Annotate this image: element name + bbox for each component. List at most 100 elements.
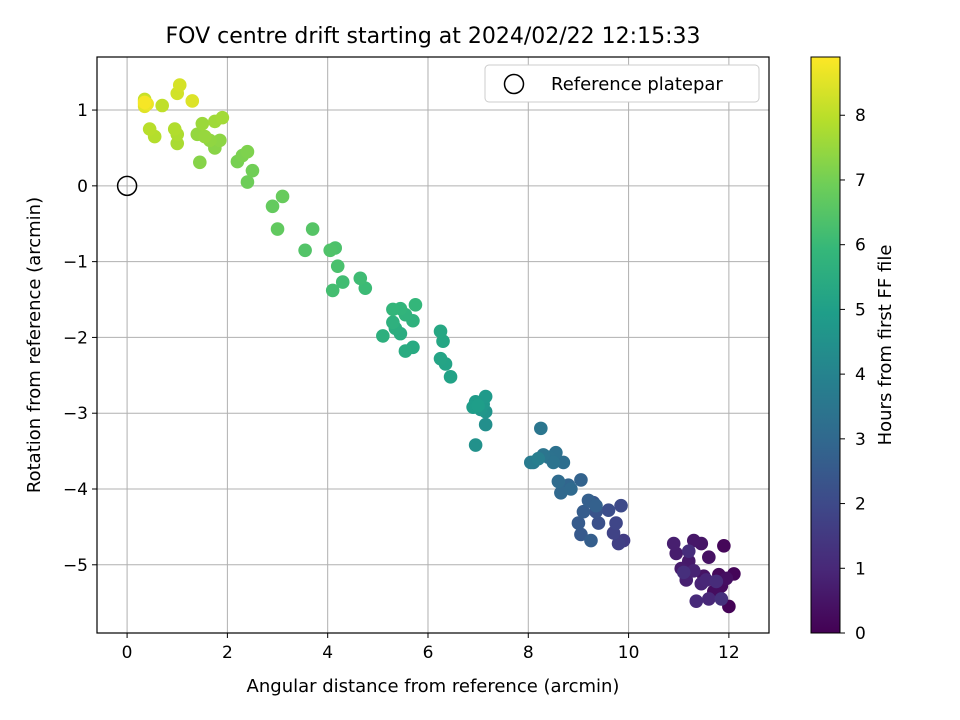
data-point <box>574 473 588 487</box>
x-tick-label: 12 <box>718 643 740 663</box>
data-point <box>702 550 716 565</box>
data-point <box>240 144 255 159</box>
data-point <box>714 592 729 606</box>
x-axis-label: Angular distance from reference (arcmin) <box>247 676 620 697</box>
data-point <box>376 329 390 343</box>
data-point <box>305 222 320 236</box>
y-tick-label: 0 <box>77 177 88 197</box>
x-tick-label: 4 <box>322 643 333 663</box>
y-tick-label: −4 <box>63 480 88 500</box>
plot-frame <box>96 56 770 634</box>
x-tick-label: 0 <box>122 643 133 663</box>
data-point <box>666 536 681 551</box>
x-tick-label: 8 <box>523 643 534 663</box>
x-axis-ticks: 0 2 4 6 8 10 12 <box>122 633 740 663</box>
data-point <box>142 122 157 136</box>
colorbar-tick-label: 2 <box>855 495 866 515</box>
colorbar-tick-label: 0 <box>855 624 866 644</box>
data-point <box>323 243 337 258</box>
colorbar-bar <box>810 56 841 634</box>
y-tick-label: 1 <box>77 101 88 121</box>
data-point <box>386 302 400 317</box>
data-point <box>601 503 616 518</box>
data-point <box>137 95 152 110</box>
data-point <box>478 389 493 404</box>
reference-platepar-marker <box>116 175 138 197</box>
legend-box <box>484 64 760 103</box>
x-tick-label: 10 <box>618 643 640 663</box>
data-point <box>589 498 603 513</box>
data-point <box>265 199 280 214</box>
data-point <box>298 243 312 258</box>
data-point <box>702 592 716 606</box>
data-point <box>198 129 212 144</box>
data-point <box>584 533 598 548</box>
data-point <box>591 516 606 530</box>
y-tick-label: −2 <box>63 328 88 348</box>
data-point <box>534 421 548 436</box>
data-point <box>564 482 578 496</box>
colorbar-tick-label: 8 <box>855 106 866 126</box>
y-tick-label: −5 <box>63 556 88 576</box>
data-point <box>193 155 207 170</box>
data-point <box>245 163 260 178</box>
data-point <box>478 417 493 432</box>
data-point <box>386 315 400 330</box>
colorbar-tick-label: 1 <box>855 559 866 579</box>
colorbar-tick-label: 4 <box>855 365 866 385</box>
reference-marker-layer <box>116 175 138 197</box>
data-point <box>468 438 483 452</box>
colorbar-ticks: 0 1 2 3 4 5 6 7 8 <box>840 106 866 644</box>
data-point <box>330 259 345 273</box>
colorbar-tick-label: 3 <box>855 430 866 450</box>
legend-label: Reference platepar <box>551 74 723 95</box>
x-tick-label: 6 <box>423 643 434 663</box>
legend-open-circle-marker <box>503 73 525 95</box>
x-tick-label: 2 <box>222 643 233 663</box>
data-point <box>686 533 701 548</box>
y-tick-label: −1 <box>63 253 88 273</box>
data-point <box>215 110 230 125</box>
data-point <box>681 544 696 558</box>
colorbar-label: Hours from first FF file <box>875 245 896 446</box>
data-point <box>676 565 691 580</box>
data-point <box>551 474 566 489</box>
data-point <box>195 116 210 131</box>
data-point <box>155 98 169 113</box>
data-point <box>172 78 187 92</box>
data-point <box>408 298 423 312</box>
data-point <box>275 189 290 204</box>
colorbar-tick-label: 7 <box>855 171 866 191</box>
data-point <box>699 573 714 587</box>
data-point <box>546 455 561 470</box>
colorbar: 0 1 2 3 4 5 6 7 8 Hours from first FF file <box>810 56 896 644</box>
chart-title: FOV centre drift starting at 2024/02/22 … <box>166 24 701 49</box>
data-point <box>709 574 724 589</box>
data-point <box>270 222 285 236</box>
data-point <box>611 536 626 551</box>
data-point <box>213 133 227 148</box>
data-point <box>574 527 588 542</box>
colorbar-tick-label: 6 <box>855 236 866 256</box>
data-point <box>335 275 350 289</box>
data-point <box>167 122 182 136</box>
y-tick-label: −3 <box>63 404 88 424</box>
data-point <box>443 370 458 384</box>
data-point <box>240 175 255 189</box>
data-point <box>556 455 571 470</box>
data-point <box>576 504 591 519</box>
data-point <box>433 351 448 366</box>
data-point <box>689 594 704 608</box>
data-point <box>614 498 628 513</box>
y-axis-label: Rotation from reference (arcmin) <box>24 197 45 493</box>
y-axis-ticks: 1 0 −1 −2 −3 −4 −5 <box>63 101 97 576</box>
data-point <box>353 271 368 286</box>
data-point <box>325 283 340 298</box>
data-point <box>531 451 546 466</box>
data-point <box>686 564 701 578</box>
data-point <box>609 516 623 530</box>
data-point <box>571 516 586 530</box>
grid <box>97 57 769 633</box>
data-point <box>185 94 200 108</box>
